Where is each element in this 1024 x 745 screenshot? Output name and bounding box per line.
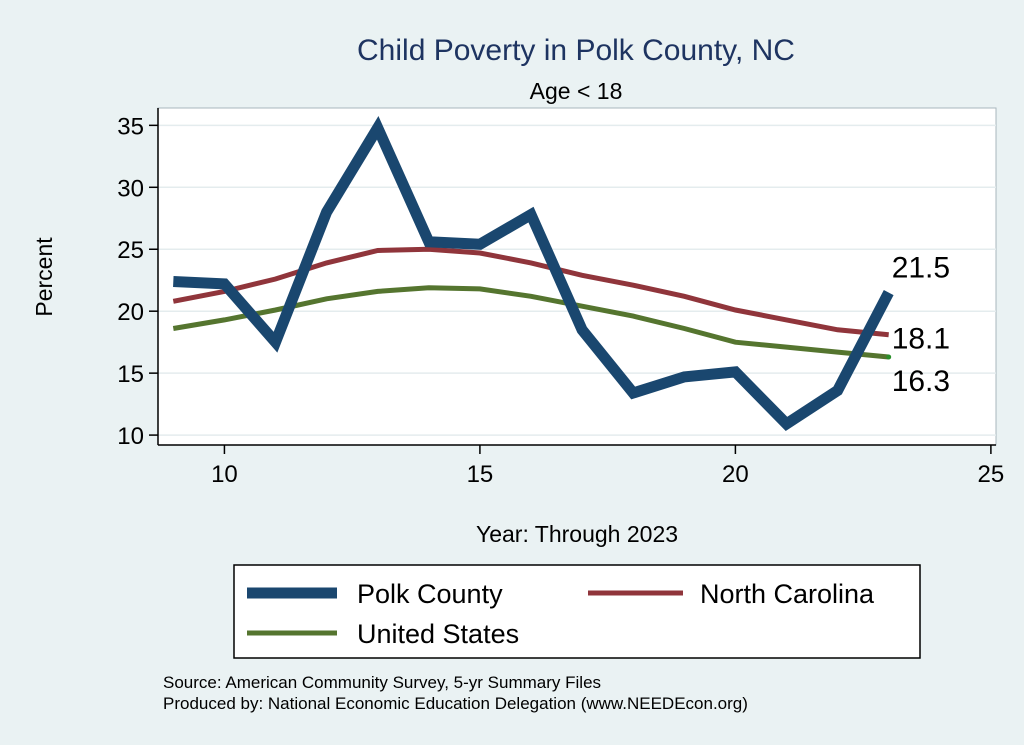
y-tick-label-30: 30 [117,175,144,202]
legend-label-polk-county: Polk County [357,579,503,609]
y-tick-label-10: 10 [117,423,144,450]
end-label-polk-county: 21.5 [892,252,950,285]
legend: Polk County North Carolina United States [233,564,921,659]
series-line-polk-county [173,115,894,431]
y-ticks: 10 15 20 25 30 35 [117,113,158,450]
series-line-north-carolina [172,246,889,338]
y-tick-label-15: 15 [117,361,144,388]
gridlines [158,124,996,436]
x-ticks: 10 15 20 25 [211,445,1004,488]
chart-subtitle: Age < 18 [530,78,623,104]
x-tick-label-15: 15 [467,461,494,488]
end-labels: 21.5 18.1 16.3 [892,252,950,398]
axes [157,108,996,446]
chart-title: Child Poverty in Polk County, NC [357,34,795,67]
x-axis-label: Year: Through 2023 [476,521,678,547]
end-label-north-carolina: 18.1 [892,323,950,356]
x-tick-label-10: 10 [211,461,238,488]
producer-note: Produced by: National Economic Education… [163,694,748,713]
legend-label-united-states: United States [357,619,519,649]
legend-box [233,564,921,659]
series-endpoint-united-states [886,354,892,360]
end-label-united-states: 16.3 [892,365,950,398]
x-tick-label-20: 20 [722,461,749,488]
y-tick-label-25: 25 [117,237,144,264]
x-tick-label-25: 25 [978,461,1005,488]
series-group [172,115,894,431]
y-tick-label-35: 35 [117,113,144,140]
source-note: Source: American Community Survey, 5-yr … [163,673,601,692]
y-tick-label-20: 20 [117,299,144,326]
y-axis-label: Percent [31,237,57,317]
legend-label-north-carolina: North Carolina [700,579,875,609]
